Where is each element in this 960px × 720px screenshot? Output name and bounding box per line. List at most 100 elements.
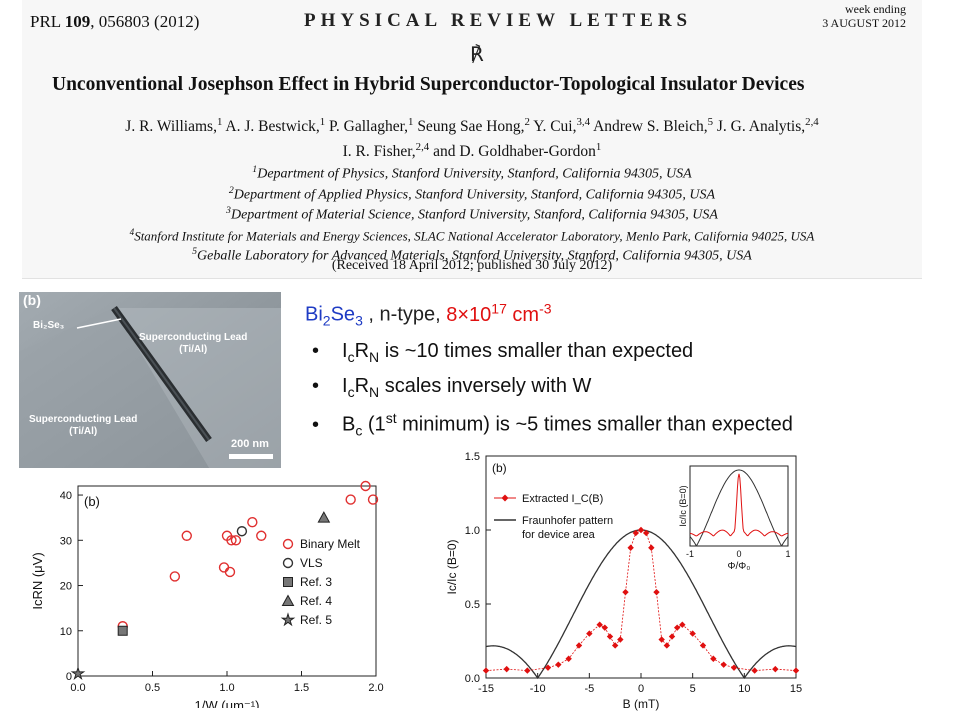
data-point [653, 588, 660, 596]
x-tick-label: 10 [738, 683, 750, 695]
sem-micrograph: (b) Bi₂Se₃ Superconducting Lead (Ti/Al) … [19, 292, 281, 468]
x-tick-label: 15 [790, 683, 802, 695]
data-point [317, 511, 331, 523]
data-point [772, 665, 779, 673]
sem-lead-bottom-label: Superconducting Lead (Ti/Al) [29, 414, 138, 437]
affiliation: 3Department of Material Science, Stanfor… [226, 205, 718, 223]
y-tick-label: 40 [60, 490, 72, 502]
affiliation-list: 1Department of Physics, Stanford Univers… [22, 162, 922, 265]
legend-label: for device area [522, 529, 596, 541]
journal-emblem-icon: ℟ [470, 44, 484, 66]
paper-header: PRL 109, 056803 (2012) PHYSICAL REVIEW L… [22, 0, 922, 279]
data-point [596, 621, 603, 628]
y-tick-label: 10 [60, 626, 72, 638]
sem-scale-bar-label: 200 nm [231, 438, 269, 450]
data-point [482, 667, 490, 674]
data-point [367, 494, 379, 505]
finding-item: IcRN scales inversely with W [312, 375, 793, 410]
data-point [606, 633, 614, 640]
legend-marker [282, 538, 294, 550]
y-tick-label: 0.5 [465, 599, 480, 611]
data-point [345, 494, 356, 505]
data-point [720, 661, 727, 668]
sem-material-label: Bi₂Se₃ [33, 320, 65, 331]
paper-title: Unconventional Josephson Effect in Hybri… [52, 74, 805, 95]
x-axis-label: B (mT) [623, 697, 660, 711]
finding-item: IcRN is ~10 times smaller than expected [312, 340, 793, 375]
data-point [181, 530, 192, 541]
data-point [648, 544, 655, 551]
y-tick-label: 30 [60, 535, 72, 547]
author: A. J. Bestwick, [225, 118, 320, 136]
author: and D. Goldhaber-Gordon [433, 143, 596, 161]
legend-label: Extracted I_C(B) [522, 493, 603, 505]
author: I. R. Fisher, [342, 143, 416, 161]
received-date: (Received 18 April 2012; published 30 Ju… [331, 258, 613, 273]
legend-label: VLS [300, 556, 323, 570]
data-point [637, 526, 645, 534]
legend-marker [283, 577, 293, 587]
data-point [668, 633, 676, 640]
x-tick-label: 2.0 [368, 682, 383, 694]
author: Seung Sae Hong, [417, 118, 525, 136]
affiliation: 5Geballe Laboratory for Advanced Materia… [192, 246, 752, 264]
sem-panel-label: (b) [23, 292, 41, 308]
data-point [627, 544, 634, 551]
legend-marker [501, 494, 509, 502]
legend-marker [280, 612, 296, 627]
data-point [730, 664, 738, 671]
author-list: J. R. Williams,1 A. J. Bestwick,1 P. Gal… [125, 116, 819, 161]
data-point [226, 535, 237, 546]
author: J. G. Analytis, [716, 118, 806, 136]
data-point [230, 535, 242, 546]
findings-list: IcRN is ~10 times smaller than expected … [312, 340, 793, 445]
data-point [224, 566, 236, 578]
data-point [70, 666, 86, 680]
inset-y-axis-label: Ic/Ic (B=0) [678, 485, 688, 526]
legend-label: Ref. 4 [300, 594, 332, 608]
x-tick-label: -10 [530, 683, 546, 695]
data-point [565, 655, 572, 662]
inset-extracted-curve [689, 473, 789, 537]
data-point [247, 516, 258, 528]
affiliation: 1Department of Physics, Stanford Univers… [252, 164, 692, 182]
data-point [169, 571, 181, 582]
icrn-vs-width-chart: 0.0 0.5 1.0 1.5 2.0 0 10 20 30 40 1/W (μm⁻¹) IcRN (… [30, 480, 384, 708]
author: P. Gallagher, [329, 118, 409, 136]
legend-label: Ref. 3 [300, 575, 332, 589]
y-axis-label: Ic/Ic (B=0) [445, 539, 459, 594]
x-tick-label: 0 [638, 683, 644, 695]
author: Y. Cui, [533, 118, 577, 136]
x-axis-label: 1/W (μm⁻¹) [195, 698, 260, 708]
inset-x-tick-label: 0 [736, 549, 741, 559]
legend-marker [282, 557, 294, 569]
ic-vs-field-chart: -15 -10 -5 0 5 10 150.00.51.01.5B (mT)Ic/Ic (B… [445, 452, 802, 711]
data-point [673, 624, 681, 631]
author: Andrew S. Bleich, [593, 118, 708, 136]
fraunhofer-curve [485, 529, 797, 680]
author: J. R. Williams, [125, 118, 217, 136]
data-point [611, 642, 619, 649]
affiliation: 4Stanford Institute for Materials and En… [129, 226, 815, 244]
data-point [792, 667, 800, 674]
inset-fraunhofer-curve [689, 469, 789, 547]
x-tick-label: 1.5 [294, 682, 309, 694]
data-point [575, 642, 583, 649]
data-point [544, 664, 552, 671]
x-tick-label: 0.5 [145, 682, 160, 694]
y-tick-label: 1.0 [465, 525, 480, 537]
legend-label: Binary Melt [300, 537, 361, 551]
data-point [117, 625, 128, 636]
chart-panel-label: (b) [84, 494, 100, 509]
material-summary: Bi2Se3 , n-type, 8×1017 cm-3 [305, 300, 552, 329]
citation: PRL 109, 056803 (2012) [30, 12, 200, 31]
inset-x-tick-label: 1 [785, 549, 790, 559]
extracted-ic-line [485, 529, 797, 672]
inset-frame [689, 465, 789, 547]
data-point [710, 655, 717, 662]
data-point [360, 480, 371, 492]
x-tick-label: -15 [478, 683, 494, 695]
data-point [256, 530, 267, 541]
affiliation: 2Department of Applied Physics, Stanford… [228, 184, 716, 203]
y-tick-label: 1.5 [465, 452, 480, 463]
